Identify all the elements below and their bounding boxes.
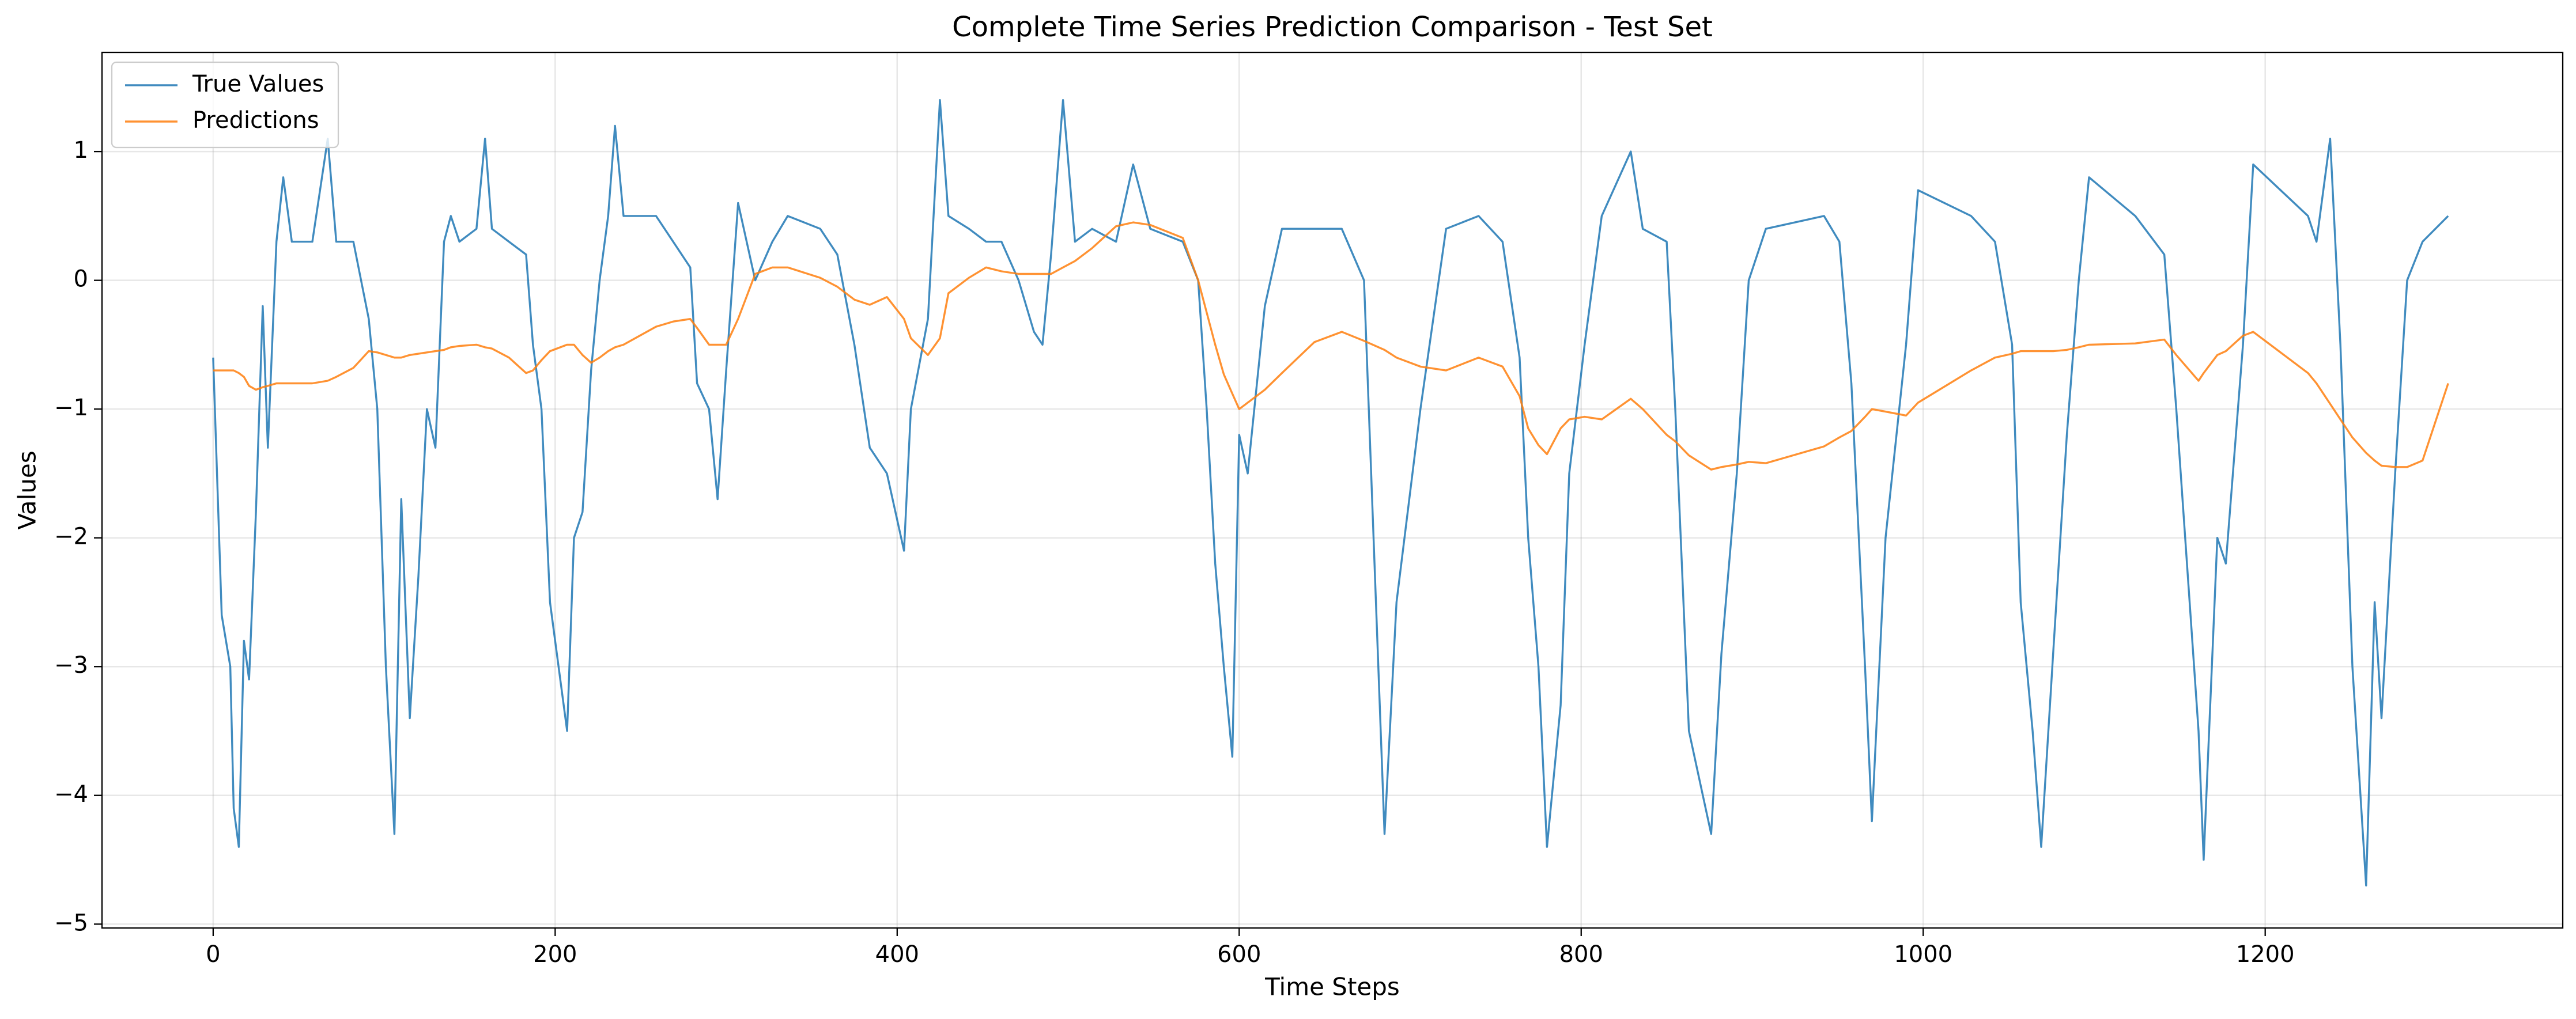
x-tick-label: 800 (1559, 941, 1603, 968)
y-tick-label: −3 (54, 652, 88, 679)
y-tick-label: −1 (54, 395, 88, 421)
y-tick-label: −2 (54, 524, 88, 550)
series-line (212, 99, 2449, 887)
x-axis-label: Time Steps (1264, 973, 1400, 1001)
x-tick-label: 400 (875, 941, 919, 968)
y-axis-label: Values (13, 450, 41, 529)
x-tick-label: 600 (1217, 941, 1261, 968)
x-tick-label: 1200 (2236, 941, 2295, 968)
chart-title: Complete Time Series Prediction Comparis… (952, 11, 1713, 43)
legend-label: Predictions (192, 107, 319, 134)
y-tick-label: −5 (54, 910, 88, 936)
x-tick-label: 200 (533, 941, 577, 968)
legend-label: True Values (192, 71, 324, 97)
legend-box (111, 61, 339, 149)
y-tick-label: −4 (54, 781, 88, 808)
y-tick-label: 1 (74, 137, 88, 164)
legend: True Values Predictions (111, 61, 339, 149)
x-tick-label: 0 (206, 941, 220, 968)
x-tick-label: 1000 (1894, 941, 1952, 968)
plot-frame (101, 51, 2564, 929)
series-line (213, 221, 2449, 471)
y-tick-label: 0 (74, 266, 88, 293)
